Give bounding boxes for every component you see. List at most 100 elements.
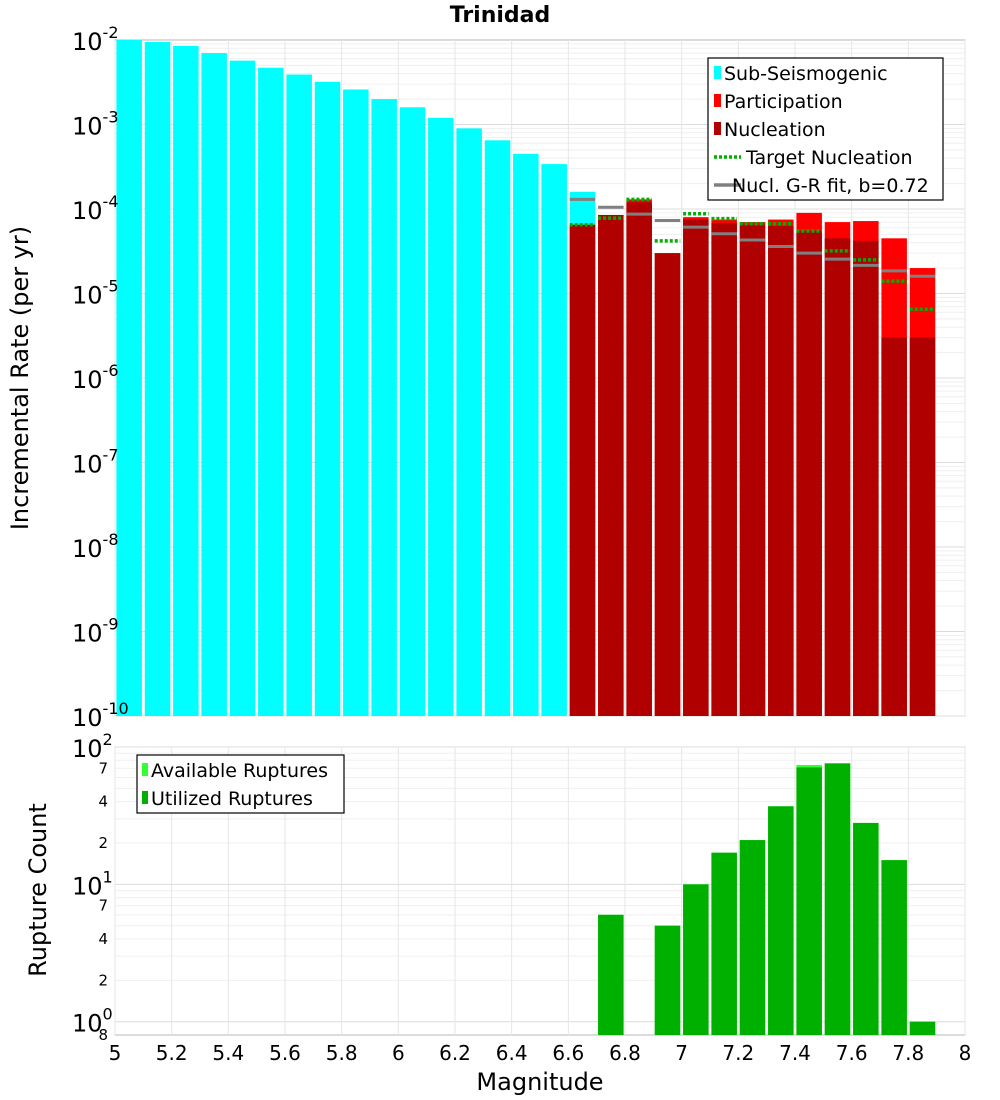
rate-y-tick-label: 10-6	[72, 361, 119, 394]
rate-legend-box	[707, 57, 944, 201]
legend-label: Available Ruptures	[151, 760, 328, 782]
utilized-ruptures-bar	[909, 1021, 936, 1035]
chart-title: Trinidad	[450, 3, 551, 28]
legend-swatch	[142, 763, 148, 776]
sub-seismogenic-bar	[343, 89, 369, 716]
rate-y-tick-label: 10-8	[72, 530, 119, 563]
rate-plot-lines	[569, 197, 936, 312]
x-tick-label: 5	[109, 1041, 122, 1065]
sub-seismogenic-bar	[229, 60, 256, 716]
count-y-minor-tick-label: 7	[98, 759, 108, 777]
sub-seismogenic-bar	[314, 81, 341, 717]
rate-plot-legend: Sub-Seismogenic Participation Nucleation Ta…	[707, 57, 944, 201]
count-plot-y-ticks: 100 101 102 8 2 4 7 2 4 7	[72, 730, 113, 1044]
rate-y-tick-label: 10-7	[72, 446, 119, 479]
nucleation-bar	[711, 223, 737, 716]
rate-y-tick-label: 10-10	[72, 699, 129, 732]
count-plot-bars	[598, 763, 936, 1035]
sub-seismogenic-bar	[456, 128, 482, 716]
rate-plot-bars	[116, 40, 936, 717]
sub-seismogenic-bar	[116, 40, 142, 716]
count-y-minor-tick-label: 4	[98, 793, 108, 811]
nucleation-bar	[626, 202, 652, 716]
x-tick-label: 7.8	[892, 1041, 924, 1065]
nucleation-bar	[881, 337, 907, 716]
sub-seismogenic-bar	[173, 45, 199, 716]
count-y-minor-tick-label: 8	[98, 1026, 108, 1044]
sub-seismogenic-bar	[428, 117, 454, 716]
sub-seismogenic-bar	[144, 41, 171, 717]
x-tick-label: 7.2	[722, 1041, 754, 1065]
count-plot-x-ticks: 5 5.2 5.4 5.6 5.8 6 6.2 6.4 6.6 6.8 7 7.2 7.4 7.6 7.8 8	[109, 1041, 972, 1065]
legend-swatch	[142, 791, 148, 804]
utilized-ruptures-bar	[824, 763, 851, 1035]
utilized-ruptures-bar	[881, 860, 907, 1035]
x-tick-label: 5.4	[212, 1041, 244, 1065]
legend-swatch	[714, 122, 721, 135]
count-y-minor-tick-label: 2	[98, 834, 108, 852]
utilized-ruptures-bar	[598, 914, 624, 1035]
utilized-ruptures-bar	[768, 806, 794, 1035]
rate-y-tick-label: 10-9	[72, 615, 119, 648]
sub-seismogenic-bar	[371, 99, 397, 716]
count-y-tick-label: 101	[72, 867, 113, 900]
nucleation-bar	[569, 224, 596, 716]
utilized-ruptures-bar	[711, 852, 737, 1035]
legend-label: Target Nucleation	[745, 147, 913, 169]
count-plot-legend: Available Ruptures Utilized Ruptures	[136, 754, 345, 814]
utilized-ruptures-bar	[853, 822, 879, 1035]
x-tick-label: 7.4	[779, 1041, 811, 1065]
utilized-ruptures-bar	[654, 925, 681, 1035]
rate-y-tick-label: 10-4	[72, 192, 119, 225]
count-y-minor-tick-label: 2	[98, 971, 108, 989]
x-tick-label: 5.6	[269, 1041, 301, 1065]
nucleation-bar	[683, 219, 709, 717]
utilized-ruptures-bar	[739, 840, 766, 1035]
utilized-ruptures-bar	[683, 884, 709, 1035]
x-tick-label: 6	[392, 1041, 405, 1065]
count-y-axis-title: Rupture Count	[24, 803, 52, 977]
sub-seismogenic-bar	[201, 53, 227, 716]
legend-swatch	[714, 66, 721, 79]
x-tick-label: 7	[675, 1041, 688, 1065]
nucleation-bar	[768, 225, 794, 716]
x-tick-label: 6.4	[496, 1041, 528, 1065]
rate-y-tick-label: 10-5	[72, 277, 119, 310]
count-plot-panel: 100 101 102 8 2 4 7 2 4 7 5 5.2 5.4 5.6 5.8 6 6.2 6.4 6.6…	[24, 730, 971, 1096]
legend-label: Sub-Seismogenic	[724, 63, 888, 85]
count-plot-grid	[114, 746, 966, 1035]
legend-swatch	[714, 94, 721, 107]
sub-seismogenic-bar	[258, 67, 284, 716]
x-axis-title: Magnitude	[476, 1068, 603, 1096]
x-tick-label: 6.6	[552, 1041, 584, 1065]
x-tick-label: 6.2	[439, 1041, 471, 1065]
legend-label: Nucl. G-R fit, b=0.72	[732, 175, 929, 197]
rate-plot-panel: 10-10 10-9 10-8 10-7 10-6 10-5 10-4 10-3 10-2 Tr…	[6, 3, 966, 732]
nucleation-bar	[654, 253, 681, 716]
nucleation-bar	[824, 238, 851, 717]
nucleation-bar	[739, 224, 766, 716]
count-y-minor-tick-label: 7	[98, 897, 108, 915]
count-legend-box	[136, 754, 345, 814]
x-tick-label: 7.6	[836, 1041, 868, 1065]
rate-plot-y-ticks: 10-10 10-9 10-8 10-7 10-6 10-5 10-4 10-3 10-2	[72, 23, 129, 732]
nucleation-bar	[598, 214, 624, 716]
rate-y-axis-title: Incremental Rate (per yr)	[6, 226, 34, 530]
x-tick-label: 6.8	[609, 1041, 641, 1065]
legend-label: Utilized Ruptures	[151, 788, 313, 810]
sub-seismogenic-bar	[541, 164, 567, 716]
sub-seismogenic-bar	[513, 153, 539, 717]
legend-label: Participation	[724, 91, 843, 113]
x-tick-label: 8	[959, 1041, 972, 1065]
nucleation-bar	[853, 240, 879, 716]
sub-seismogenic-bar	[286, 74, 312, 716]
legend-label: Nucleation	[724, 119, 826, 141]
x-tick-label: 5.2	[156, 1041, 188, 1065]
rate-y-tick-label: 10-3	[72, 108, 119, 141]
utilized-ruptures-bar	[796, 767, 822, 1035]
rate-y-tick-label: 10-2	[72, 23, 119, 56]
count-y-minor-tick-label: 4	[98, 930, 108, 948]
sub-seismogenic-bar	[484, 140, 511, 716]
count-y-tick-label: 100	[72, 1005, 113, 1038]
